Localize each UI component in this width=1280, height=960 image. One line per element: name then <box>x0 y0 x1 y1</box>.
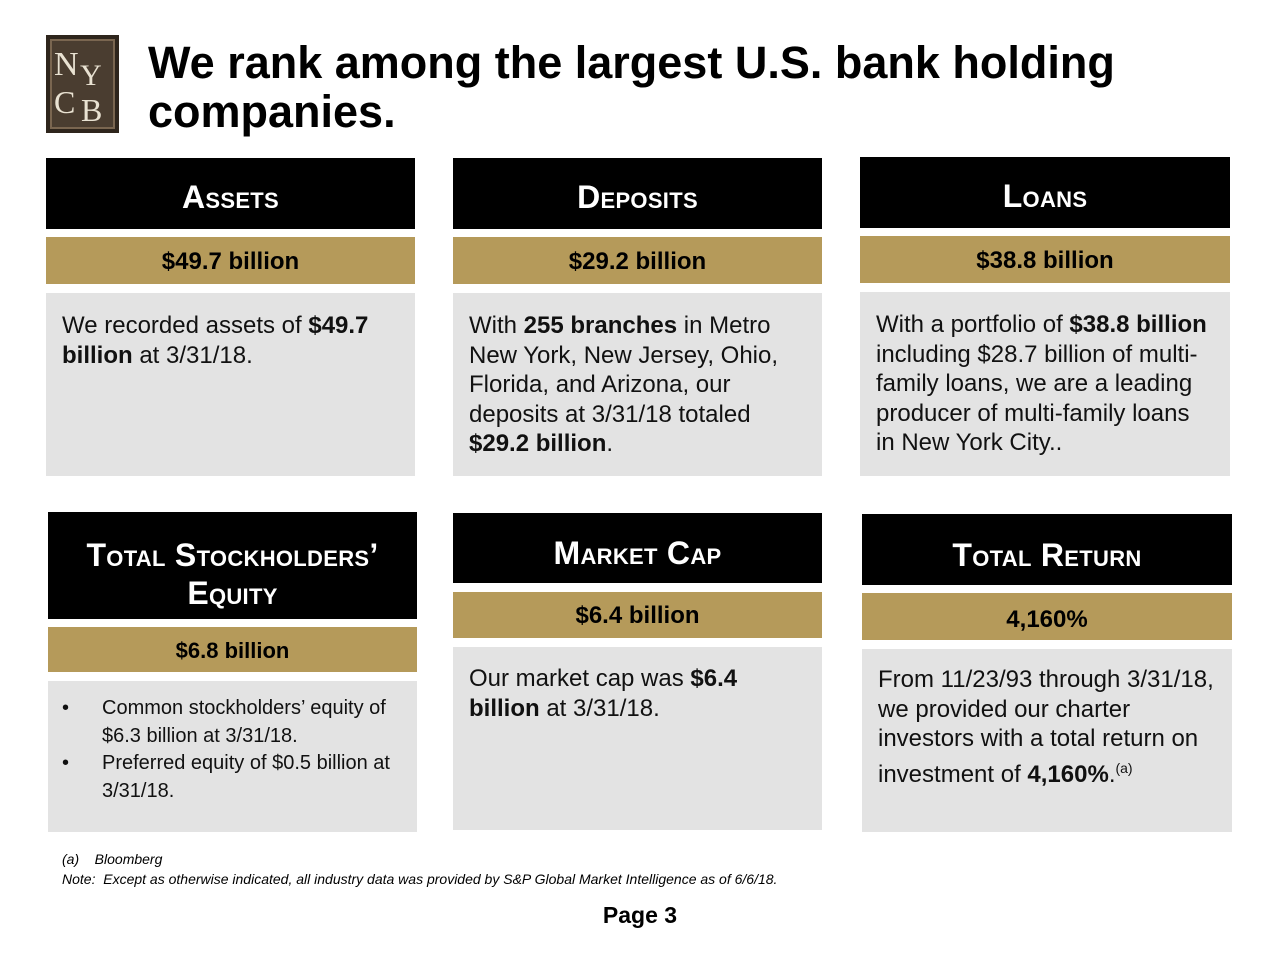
equity-value: $6.8 billion <box>48 627 417 672</box>
equity-card: Total Stockholders’ Equity $6.8 billion … <box>48 512 417 832</box>
assets-card: Assets $49.7 billion We recorded assets … <box>46 158 415 476</box>
list-item: • Preferred equity of $0.5 billion at 3/3… <box>62 752 390 802</box>
page-title-line-2: companies. <box>148 86 396 137</box>
page-number: Page 3 <box>602 902 678 928</box>
nycb-monogram-icon: N Y C B <box>54 46 102 128</box>
total-return-value: 4,160% <box>862 593 1232 640</box>
equity-bullet-list: • Common stockholders’ equity of $6.3 bil… <box>62 695 401 805</box>
market-cap-card: Market Cap $6.4 billion Our market cap w… <box>453 513 822 830</box>
equity-header-line-1: Total Stockholders’ <box>86 537 379 573</box>
total-return-description: From 11/23/93 through 3/31/18, we provid… <box>862 649 1232 832</box>
total-return-header: Total Return <box>862 514 1232 585</box>
deposits-value: $29.2 billion <box>453 237 822 284</box>
equity-description: • Common stockholders’ equity of $6.3 bil… <box>48 681 417 832</box>
market-cap-header: Market Cap <box>453 513 822 583</box>
deposits-card: Deposits $29.2 billion With 255 branches… <box>453 158 822 476</box>
loans-description: With a portfolio of $38.8 billion includ… <box>860 292 1230 476</box>
svg-text:C: C <box>54 84 75 120</box>
total-return-card: Total Return 4,160% From 11/23/93 throug… <box>862 514 1232 832</box>
loans-value: $38.8 billion <box>860 236 1230 283</box>
svg-text:Y: Y <box>80 59 102 92</box>
page-title: We rank among the largest U.S. bank hold… <box>148 38 1148 136</box>
footnote-a: (a) Bloomberg <box>62 851 163 867</box>
loans-header: Loans <box>860 157 1230 228</box>
market-cap-description: Our market cap was $6.4 billion at 3/31/… <box>453 647 822 830</box>
equity-header: Total Stockholders’ Equity <box>48 512 417 619</box>
assets-value: $49.7 billion <box>46 237 415 284</box>
nycb-logo: N Y C B <box>46 35 119 133</box>
equity-header-line-2: Equity <box>187 575 278 611</box>
deposits-header: Deposits <box>453 158 822 229</box>
svg-text:B: B <box>81 92 102 128</box>
page-title-line-1: We rank among the largest U.S. bank hold… <box>148 37 1115 88</box>
assets-description: We recorded assets of $49.7 billion at 3… <box>46 293 415 476</box>
loans-card: Loans $38.8 billion With a portfolio of … <box>860 157 1230 476</box>
assets-header: Assets <box>46 158 415 229</box>
market-cap-value: $6.4 billion <box>453 592 822 638</box>
footnote-note: Note: Except as otherwise indicated, all… <box>62 871 778 887</box>
deposits-description: With 255 branches in Metro New York, New… <box>453 293 822 476</box>
svg-text:N: N <box>54 46 79 83</box>
list-item: • Common stockholders’ equity of $6.3 bil… <box>62 697 386 747</box>
